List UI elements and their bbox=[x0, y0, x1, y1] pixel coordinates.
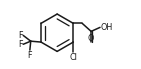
Text: OH: OH bbox=[101, 23, 113, 32]
Text: Cl: Cl bbox=[69, 53, 77, 62]
Text: F: F bbox=[18, 31, 22, 40]
Text: F: F bbox=[28, 51, 32, 60]
Text: F: F bbox=[18, 40, 22, 49]
Text: O: O bbox=[88, 34, 94, 43]
